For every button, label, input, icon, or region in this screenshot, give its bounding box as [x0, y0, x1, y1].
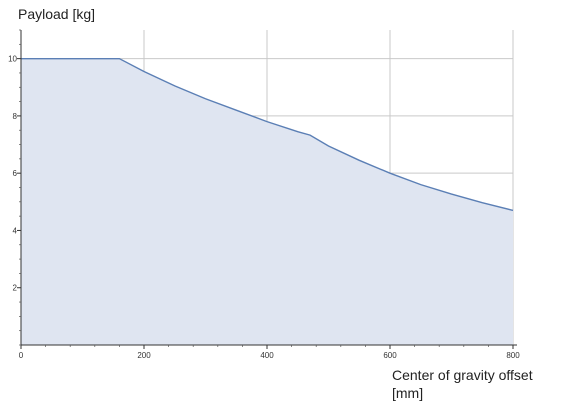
- y-tick-label-4: 4: [13, 226, 18, 235]
- x-axis-label: Center of gravity offset [mm]: [392, 366, 574, 402]
- x-axis-label-line2: [mm]: [392, 385, 424, 401]
- ticks: 0 200 400 600 800 2 4 6 8 10: [8, 29, 520, 360]
- payload-area-fill: [21, 58, 513, 345]
- payload-curve: [21, 57, 514, 212]
- y-axis-label: Payload [kg]: [18, 6, 96, 22]
- x-tick-label-200: 200: [137, 351, 151, 360]
- y-tick-label-10: 10: [8, 55, 17, 64]
- x-tick-label-800: 800: [506, 351, 520, 360]
- y-tick-label-2: 2: [13, 284, 18, 293]
- x-tick-label-0: 0: [19, 351, 24, 360]
- y-tick-label-6: 6: [13, 169, 18, 178]
- x-tick-label-600: 600: [383, 351, 397, 360]
- y-tick-label-8: 8: [13, 112, 18, 121]
- x-tick-label-400: 400: [260, 351, 274, 360]
- x-axis-label-line1: Center of gravity offset: [392, 367, 533, 383]
